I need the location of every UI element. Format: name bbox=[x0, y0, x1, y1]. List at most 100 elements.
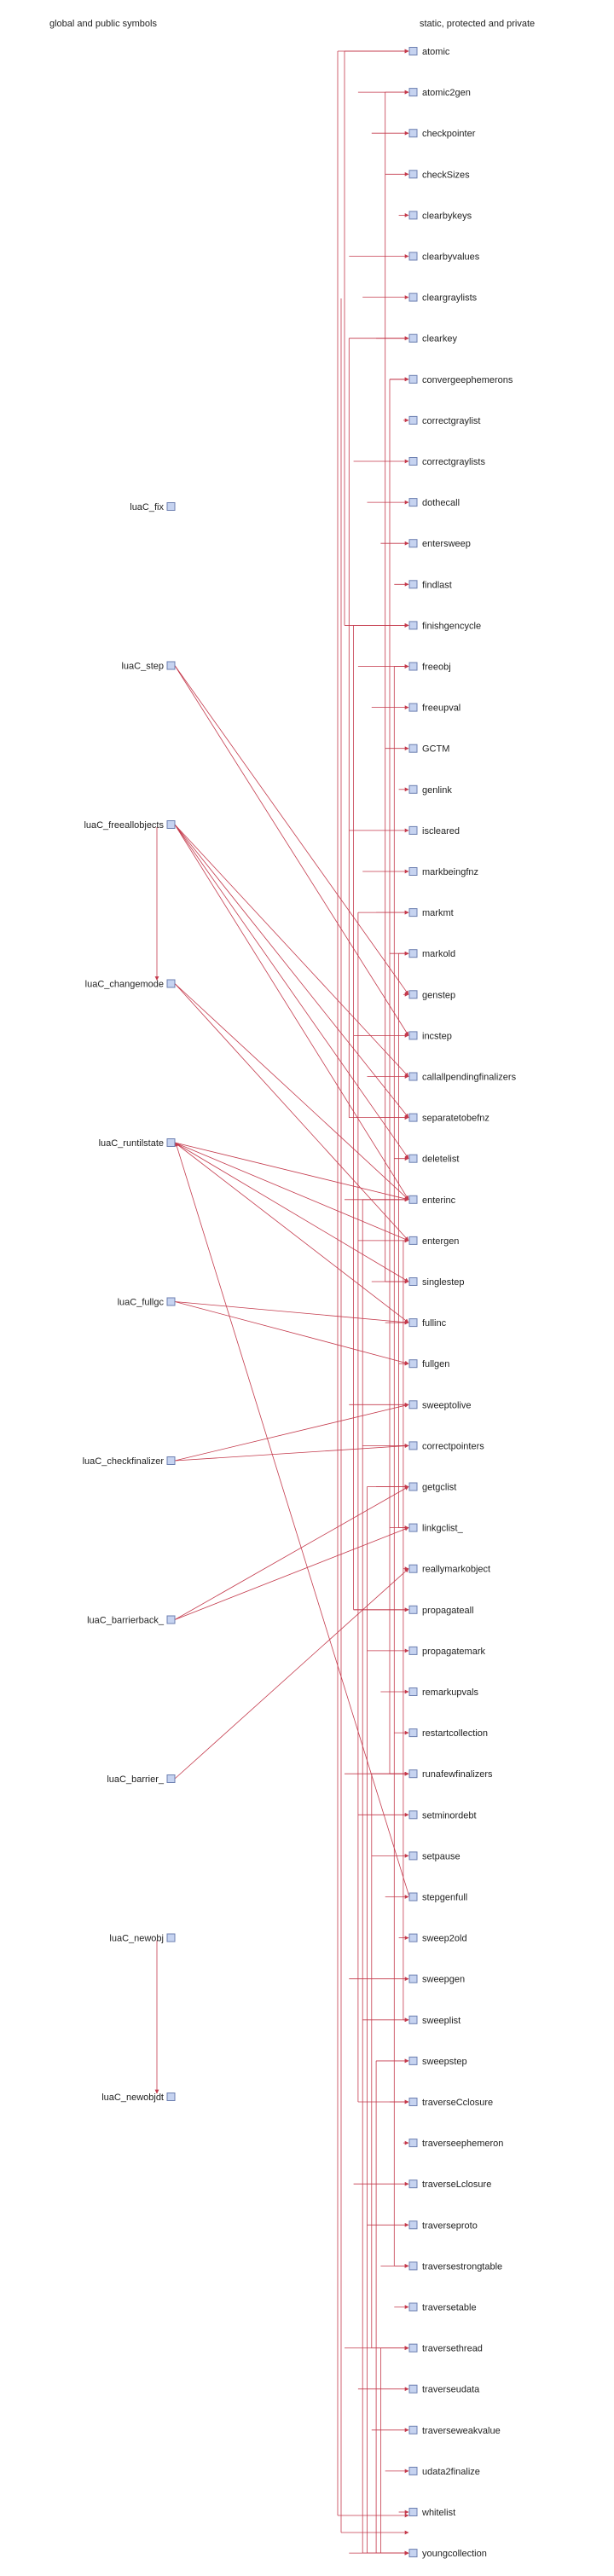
node-box-icon bbox=[408, 2508, 418, 2516]
node-label: clearkey bbox=[422, 334, 457, 344]
node-luac-fix[interactable]: luaC_fix bbox=[130, 502, 176, 512]
node-sweeptolive[interactable]: sweeptolive bbox=[408, 1400, 471, 1410]
edge-luac-step-to-incstep bbox=[174, 665, 409, 1036]
node-label: GCTM bbox=[422, 744, 449, 755]
node-sweepstep[interactable]: sweepstep bbox=[408, 2056, 467, 2067]
node-luac-freeallobjects[interactable]: luaC_freeallobjects bbox=[84, 820, 176, 831]
node-box-icon bbox=[408, 498, 418, 507]
node-traversetable[interactable]: traversetable bbox=[408, 2302, 477, 2313]
node-separatetobefnz[interactable]: separatetobefnz bbox=[408, 1113, 489, 1124]
node-box-icon bbox=[408, 1318, 418, 1328]
node-callallpendingfinalizers[interactable]: callallpendingfinalizers bbox=[408, 1072, 517, 1083]
node-correctgraylist[interactable]: correctgraylist bbox=[408, 415, 480, 426]
edge-luac-barrierback-to-linkgclist bbox=[174, 1526, 409, 1620]
node-propagateall[interactable]: propagateall bbox=[408, 1605, 474, 1616]
node-traverselclosure[interactable]: traverseLclosure bbox=[408, 2179, 491, 2190]
node-correctpointers[interactable]: correctpointers bbox=[408, 1441, 484, 1451]
node-label: sweep2old bbox=[422, 1934, 467, 1944]
node-genlink[interactable]: genlink bbox=[408, 784, 452, 796]
node-luac-fullgc[interactable]: luaC_fullgc bbox=[118, 1297, 176, 1308]
node-entergen[interactable]: entergen bbox=[408, 1236, 459, 1247]
node-box-icon bbox=[408, 1031, 418, 1040]
node-label: fullgen bbox=[422, 1359, 449, 1369]
node-setpause[interactable]: setpause bbox=[408, 1851, 460, 1861]
node-traverseephemeron[interactable]: traverseephemeron bbox=[408, 2139, 503, 2149]
node-box-icon bbox=[408, 211, 418, 220]
node-udata2finalize[interactable]: udata2finalize bbox=[408, 2466, 480, 2477]
node-luac-barrier[interactable]: luaC_barrier_ bbox=[107, 1774, 176, 1785]
node-luac-newobj[interactable]: luaC_newobj bbox=[109, 1933, 176, 1944]
node-luac-runtilstate[interactable]: luaC_runtilstate bbox=[99, 1138, 176, 1149]
node-label: traverseudata bbox=[422, 2385, 480, 2395]
node-label: callallpendingfinalizers bbox=[422, 1073, 517, 1083]
node-remarkupvals[interactable]: remarkupvals bbox=[408, 1687, 479, 1698]
node-stepgenfull[interactable]: stepgenfull bbox=[408, 1892, 467, 1903]
node-traverseweakvalue[interactable]: traverseweakvalue bbox=[408, 2425, 501, 2436]
node-box-icon bbox=[166, 1774, 176, 1783]
node-sweep2old[interactable]: sweep2old bbox=[408, 1933, 467, 1944]
node-reallymarkobject[interactable]: reallymarkobject bbox=[408, 1564, 490, 1575]
node-youngcollection[interactable]: youngcollection bbox=[408, 2549, 487, 2559]
node-runafewfinalizers[interactable]: runafewfinalizers bbox=[408, 1769, 493, 1780]
node-freeobj[interactable]: freeobj bbox=[408, 662, 451, 673]
node-linkgclist[interactable]: linkgclist_ bbox=[408, 1523, 464, 1534]
node-dothecall[interactable]: dothecall bbox=[408, 498, 460, 508]
node-box-icon bbox=[166, 661, 176, 670]
node-luac-changemode[interactable]: luaC_changemode bbox=[85, 979, 176, 990]
node-clearbykeys[interactable]: clearbykeys bbox=[408, 211, 472, 221]
node-luac-newobjdt[interactable]: luaC_newobjdt bbox=[101, 2093, 176, 2103]
node-traversestrongtable[interactable]: traversestrongtable bbox=[408, 2261, 502, 2272]
node-fullinc[interactable]: fullinc bbox=[408, 1318, 447, 1329]
node-correctgraylists[interactable]: correctgraylists bbox=[408, 457, 485, 467]
edge-luac-runtilstate-to-singlestep bbox=[174, 1142, 409, 1282]
node-genstep[interactable]: genstep bbox=[408, 990, 455, 1000]
node-label: restartcollection bbox=[422, 1728, 488, 1739]
node-atomic2gen[interactable]: atomic2gen bbox=[408, 88, 471, 98]
node-restartcollection[interactable]: restartcollection bbox=[408, 1728, 488, 1739]
node-setminordebt[interactable]: setminordebt bbox=[408, 1810, 477, 1821]
node-traverseudata[interactable]: traverseudata bbox=[408, 2384, 480, 2395]
node-label: traversetable bbox=[422, 2303, 477, 2313]
node-box-icon bbox=[408, 2098, 418, 2106]
node-luac-barrierback[interactable]: luaC_barrierback_ bbox=[87, 1615, 176, 1626]
node-markmt[interactable]: markmt bbox=[408, 908, 454, 918]
node-gctm[interactable]: GCTM bbox=[408, 744, 449, 755]
node-luac-step[interactable]: luaC_step bbox=[121, 661, 176, 672]
node-sweepgen[interactable]: sweepgen bbox=[408, 1974, 465, 1985]
header-global-public: global and public symbols bbox=[49, 19, 157, 29]
node-incstep[interactable]: incstep bbox=[408, 1031, 452, 1041]
node-cleargraylists[interactable]: cleargraylists bbox=[408, 292, 478, 304]
node-singlestep[interactable]: singlestep bbox=[408, 1277, 465, 1288]
node-deletelist[interactable]: deletelist bbox=[408, 1154, 459, 1165]
node-markbeingfnz[interactable]: markbeingfnz bbox=[408, 867, 478, 877]
node-enterinc[interactable]: enterinc bbox=[408, 1195, 456, 1206]
node-checkpointer[interactable]: checkpointer bbox=[408, 129, 476, 139]
node-entersweep[interactable]: entersweep bbox=[408, 539, 471, 549]
node-traversecclosure[interactable]: traverseCclosure bbox=[408, 2098, 493, 2108]
node-label: luaC_changemode bbox=[85, 980, 164, 990]
node-clearkey[interactable]: clearkey bbox=[408, 333, 457, 344]
node-getgclist[interactable]: getgclist bbox=[408, 1482, 456, 1493]
node-traverseproto[interactable]: traverseproto bbox=[408, 2220, 478, 2231]
node-label: entergen bbox=[422, 1236, 459, 1247]
node-sweeplist[interactable]: sweeplist bbox=[408, 2015, 460, 2026]
node-propagatemark[interactable]: propagatemark bbox=[408, 1646, 485, 1657]
node-atomic[interactable]: atomic bbox=[408, 47, 450, 57]
node-checksizes[interactable]: checkSizes bbox=[408, 170, 470, 180]
node-freeupval[interactable]: freeupval bbox=[408, 703, 460, 714]
node-label: reallymarkobject bbox=[422, 1565, 490, 1575]
node-label: luaC_barrier_ bbox=[107, 1774, 165, 1785]
node-fullgen[interactable]: fullgen bbox=[408, 1359, 449, 1369]
node-box-icon bbox=[408, 2179, 418, 2189]
node-whitelist[interactable]: whitelist bbox=[408, 2508, 455, 2518]
node-convergeephemerons[interactable]: convergeephemerons bbox=[408, 374, 513, 385]
node-label: stepgenfull bbox=[422, 1893, 467, 1903]
node-markold[interactable]: markold bbox=[408, 949, 455, 959]
node-finishgencycle[interactable]: finishgencycle bbox=[408, 621, 481, 631]
node-label: atomic2gen bbox=[422, 88, 471, 98]
node-luac-checkfinalizer[interactable]: luaC_checkfinalizer bbox=[83, 1456, 176, 1467]
node-findlast[interactable]: findlast bbox=[408, 580, 452, 590]
node-iscleared[interactable]: iscleared bbox=[408, 825, 460, 836]
node-clearbyvalues[interactable]: clearbyvalues bbox=[408, 252, 480, 263]
node-traversethread[interactable]: traversethread bbox=[408, 2343, 483, 2354]
